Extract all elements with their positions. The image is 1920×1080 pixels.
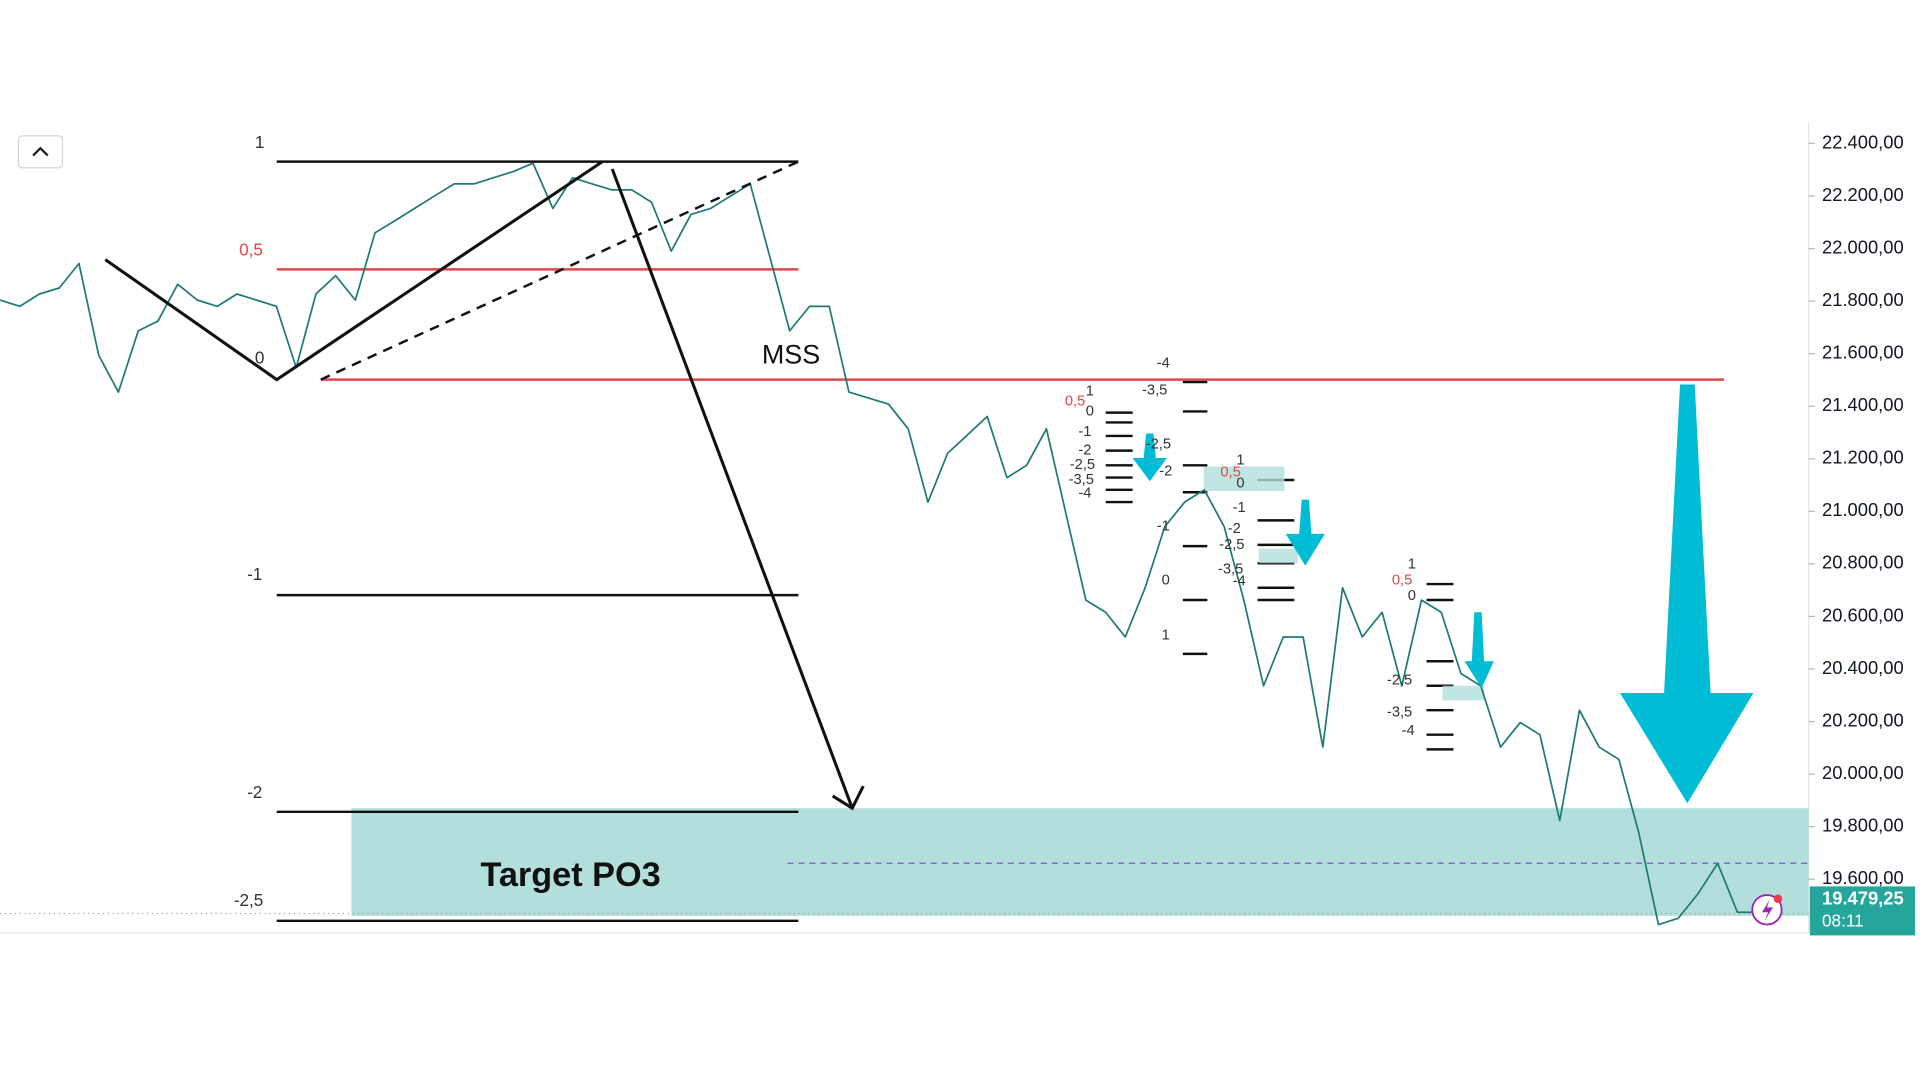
- fib-label: -2,5: [1146, 436, 1171, 452]
- fib-label: -1: [1233, 500, 1246, 516]
- fvg-box: [1442, 685, 1485, 701]
- fib-label: 1: [1086, 384, 1094, 400]
- y-tick-label: 21.000,00: [1822, 499, 1904, 520]
- target-label: Target PO3: [480, 856, 660, 894]
- fib-label: -1: [247, 564, 262, 584]
- fib-label: 1: [1162, 627, 1170, 643]
- collapse-button[interactable]: [17, 135, 64, 169]
- fib-label: 0,5: [1065, 394, 1085, 410]
- fib-label: -3,5: [1218, 561, 1243, 577]
- chevron-icon: [32, 146, 49, 157]
- fib-label: 1: [1408, 556, 1416, 572]
- fib-label: 0,5: [1392, 572, 1412, 588]
- fib-label: -3,5: [1142, 382, 1167, 398]
- down-arrow: [1464, 612, 1494, 689]
- alert-dot: [1773, 894, 1783, 904]
- fib-label: -2: [1078, 442, 1091, 458]
- y-tick-label: 20.600,00: [1822, 604, 1904, 625]
- fib-label: 0: [1236, 476, 1244, 492]
- price-series: [0, 162, 1758, 926]
- y-tick-label: 20.400,00: [1822, 657, 1904, 678]
- fib-hash: [1182, 380, 1208, 656]
- y-tick-label: 21.400,00: [1822, 394, 1904, 415]
- y-tick-label: 22.000,00: [1822, 236, 1904, 257]
- fib-label: -2,5: [1070, 457, 1095, 473]
- fib-label: 1: [1236, 452, 1244, 468]
- fib-label: -2: [1159, 463, 1172, 479]
- axis-corner: [1808, 933, 1920, 958]
- countdown-label: 08:11: [1822, 910, 1864, 930]
- big-down-arrow: [1620, 384, 1754, 804]
- down-arrow: [1285, 499, 1325, 566]
- fib-label: -4: [1402, 723, 1415, 739]
- fib-label: 0,5: [239, 240, 263, 260]
- y-tick-label: 20.200,00: [1822, 709, 1904, 730]
- fib-label: 0: [1408, 588, 1416, 604]
- y-tick-label: 21.600,00: [1822, 342, 1904, 363]
- last-price-box: [1809, 886, 1916, 936]
- projection-arrow: [610, 168, 865, 811]
- y-tick-label: 22.200,00: [1822, 184, 1904, 205]
- y-tick-label: 21.200,00: [1822, 447, 1904, 468]
- down-arrow: [1132, 433, 1167, 482]
- fvg-box: [1203, 466, 1285, 492]
- y-tick-label: 22.400,00: [1822, 131, 1904, 152]
- fib-label: -2: [1228, 521, 1241, 537]
- dashed-trend: [320, 160, 799, 381]
- fib-label: -1: [1157, 518, 1170, 534]
- fib-label: -2: [247, 782, 262, 802]
- fib-label: -1: [1078, 424, 1091, 440]
- fib-label: 1: [255, 132, 265, 152]
- fib-label: -2,5: [234, 890, 264, 910]
- fib-label: -4: [1157, 356, 1170, 372]
- fib-label: 0,5: [1220, 465, 1240, 481]
- fvg-box: [1258, 548, 1298, 564]
- fib-label: -4: [1233, 574, 1246, 590]
- bolt-icon: [1762, 900, 1774, 921]
- y-tick-label: 20.800,00: [1822, 552, 1904, 573]
- fib-label: 0: [255, 347, 265, 367]
- fib-hash: [1105, 411, 1133, 504]
- fib-hash: [1426, 582, 1454, 751]
- fib-label: 0: [1086, 403, 1094, 419]
- fib-label: -3,5: [1387, 705, 1412, 721]
- fib-label: -2,5: [1387, 673, 1412, 689]
- zigzag: [104, 160, 604, 382]
- mss-label: MSS: [762, 339, 820, 369]
- fib-label: 0: [1162, 572, 1170, 588]
- fib-label: -4: [1078, 485, 1091, 501]
- y-tick-label: 19.600,00: [1822, 867, 1904, 888]
- last-price-label: 19.479,25: [1822, 888, 1904, 909]
- fib-label: -2,5: [1219, 537, 1244, 553]
- y-tick-label: 19.800,00: [1822, 814, 1904, 835]
- y-tick-label: 20.000,00: [1822, 762, 1904, 783]
- price-line: [0, 162, 1758, 926]
- target-zone: [351, 808, 1809, 916]
- y-tick-label: 21.800,00: [1822, 289, 1904, 310]
- fib-label: -3,5: [1069, 472, 1094, 488]
